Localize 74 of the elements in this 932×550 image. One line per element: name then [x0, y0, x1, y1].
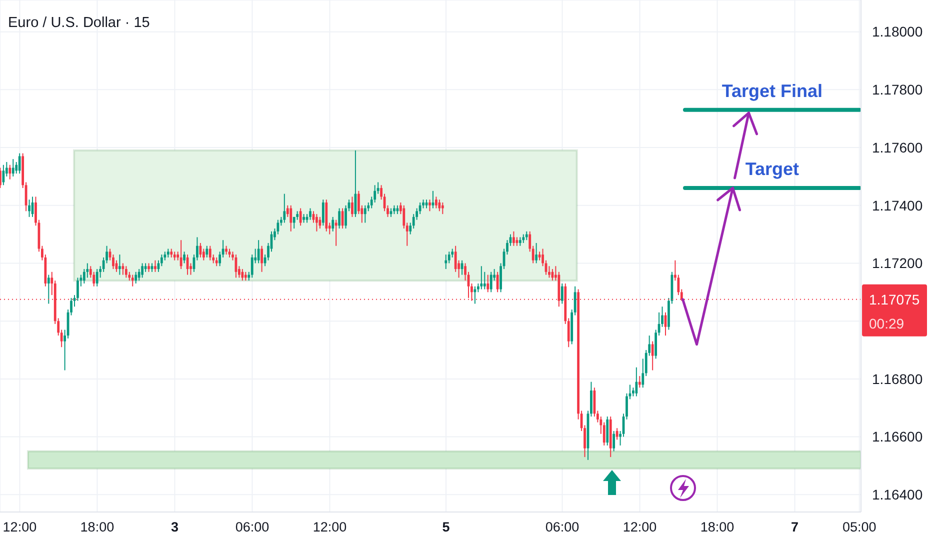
- candlestick: [334, 219, 338, 246]
- candlestick: [322, 199, 324, 226]
- ref-line-label: 1.17075 00:29: [869, 291, 920, 332]
- ref-line-label: Target Final: [722, 80, 823, 101]
- candlestick: [560, 282, 564, 304]
- x-tick-label: 3: [170, 520, 179, 535]
- x-tick-label: 18:00: [700, 520, 734, 535]
- text: Euro / U.S. Dollar · 15: [8, 15, 150, 31]
- candlestick: [18, 152, 21, 174]
- candlestick: [364, 204, 366, 224]
- y-tick-label: 1.17600: [872, 139, 923, 156]
- candlestick: [260, 245, 263, 272]
- candlestick: [616, 428, 618, 440]
- candlestick: [299, 208, 302, 226]
- candlestick: [134, 271, 138, 284]
- candlestick: [141, 262, 144, 278]
- y-tick-label: 1.17400: [872, 197, 923, 214]
- candlestick: [8, 164, 12, 180]
- x-tick-label: 05:00: [842, 520, 876, 535]
- y-tick-label: 1.17200: [872, 255, 923, 272]
- x-tick-label: 12:00: [312, 520, 347, 535]
- candlestick: [183, 251, 186, 264]
- candlestick: [318, 216, 322, 230]
- candlestick: [480, 266, 483, 290]
- y-tick-label: 1.16600: [872, 428, 923, 445]
- candlestick: [490, 271, 492, 293]
- x-tick-label: 18:00: [80, 520, 114, 535]
- candlestick: [12, 158, 14, 177]
- x-tick-label: 12:00: [2, 520, 37, 535]
- candlestick: [47, 274, 50, 304]
- candlestick: [441, 202, 444, 215]
- candlestick: [283, 193, 286, 224]
- candlestick: [241, 268, 244, 282]
- candlestick: [96, 268, 98, 287]
- x-tick-label: 5: [442, 520, 450, 535]
- candlestick: [28, 199, 30, 218]
- candlestick: [483, 271, 486, 290]
- candlestick: [199, 242, 202, 258]
- candlestick: [316, 214, 318, 232]
- candlestick: [332, 216, 334, 232]
- candlestick: [606, 416, 609, 446]
- candlestick: [428, 199, 431, 212]
- x-tick-label: 12:00: [622, 520, 657, 535]
- candlestick: [651, 340, 654, 371]
- candlestick: [2, 164, 5, 186]
- x-tick-label: 06:00: [545, 520, 580, 535]
- candlestick: [118, 254, 121, 276]
- ref-line-label: Target: [745, 159, 800, 180]
- candlestick: [124, 266, 128, 278]
- y-tick-label: 1.16400: [872, 486, 923, 503]
- y-tick-label: 1.16800: [872, 370, 923, 387]
- candlestick: [206, 245, 208, 258]
- candlestick: [122, 262, 124, 276]
- x-tick-label: 06:00: [235, 520, 270, 535]
- y-tick-label: 1.17800: [872, 82, 923, 98]
- candlestick: [435, 196, 438, 209]
- x-tick-label: 7: [791, 520, 799, 535]
- candlestick: [131, 274, 134, 287]
- candlestick: [635, 366, 638, 397]
- candlestick: [351, 196, 354, 218]
- candlestick: [257, 240, 260, 264]
- candlestick: [535, 242, 538, 264]
- candlestick: [290, 204, 292, 232]
- candlestick: [208, 245, 212, 261]
- candlestick: [438, 199, 441, 212]
- candlestick: [612, 430, 616, 452]
- candlestick: [180, 240, 182, 270]
- candlestick: [309, 208, 312, 220]
- candlestick: [512, 230, 515, 246]
- candlestick: [154, 260, 156, 272]
- candlestick: [496, 271, 499, 293]
- candlestick: [338, 208, 341, 230]
- y-tick-label: 1.18000: [872, 24, 923, 40]
- candlestick: [486, 274, 490, 293]
